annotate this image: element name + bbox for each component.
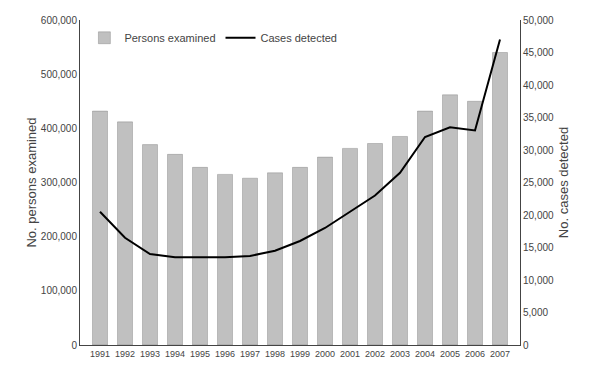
svg-text:1994: 1994 — [165, 349, 185, 359]
svg-text:Persons examined: Persons examined — [124, 32, 215, 44]
svg-text:2003: 2003 — [390, 349, 410, 359]
svg-text:300,000: 300,000 — [41, 177, 78, 188]
svg-text:2006: 2006 — [465, 349, 485, 359]
svg-text:2000: 2000 — [315, 349, 335, 359]
svg-text:600,000: 600,000 — [41, 15, 78, 26]
svg-text:100,000: 100,000 — [41, 285, 78, 296]
svg-text:0: 0 — [71, 340, 77, 351]
svg-text:Cases detected: Cases detected — [261, 32, 337, 44]
svg-text:2004: 2004 — [415, 349, 435, 359]
svg-text:1992: 1992 — [115, 349, 135, 359]
svg-text:1999: 1999 — [290, 349, 310, 359]
svg-text:25,000: 25,000 — [523, 177, 554, 188]
svg-text:20,000: 20,000 — [523, 210, 554, 221]
svg-text:45,000: 45,000 — [523, 47, 554, 58]
svg-text:2007: 2007 — [490, 349, 510, 359]
svg-text:50,000: 50,000 — [523, 15, 554, 26]
svg-text:400,000: 400,000 — [41, 123, 78, 134]
svg-text:15,000: 15,000 — [523, 242, 554, 253]
svg-text:30,000: 30,000 — [523, 145, 554, 156]
svg-text:1998: 1998 — [265, 349, 285, 359]
svg-text:35,000: 35,000 — [523, 112, 554, 123]
svg-text:40,000: 40,000 — [523, 80, 554, 91]
svg-text:0: 0 — [523, 340, 529, 351]
svg-text:2002: 2002 — [365, 349, 385, 359]
svg-text:10,000: 10,000 — [523, 275, 554, 286]
svg-text:1991: 1991 — [90, 349, 110, 359]
svg-text:2001: 2001 — [340, 349, 360, 359]
svg-text:2005: 2005 — [440, 349, 460, 359]
svg-text:500,000: 500,000 — [41, 69, 78, 80]
svg-text:No. persons examined: No. persons examined — [24, 117, 39, 247]
svg-text:1997: 1997 — [240, 349, 260, 359]
svg-text:1995: 1995 — [190, 349, 210, 359]
svg-text:5,000: 5,000 — [523, 307, 548, 318]
svg-text:200,000: 200,000 — [41, 231, 78, 242]
svg-text:1993: 1993 — [140, 349, 160, 359]
svg-text:1996: 1996 — [215, 349, 235, 359]
svg-text:No. cases detected: No. cases detected — [556, 127, 571, 238]
